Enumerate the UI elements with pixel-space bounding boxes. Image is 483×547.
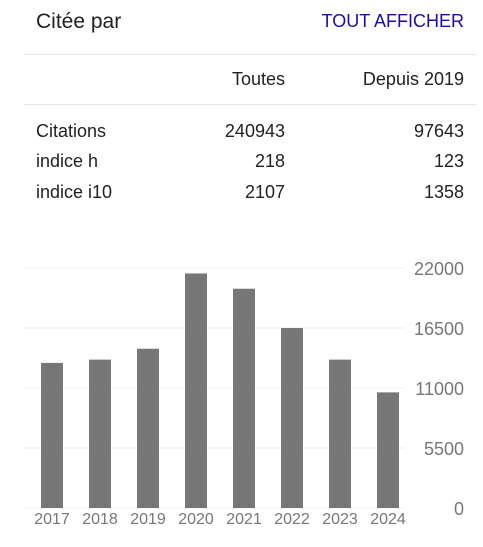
table-header-divider: [24, 104, 476, 105]
stat-value-all: 2107: [244, 182, 285, 202]
column-header-all: Toutes: [231, 69, 285, 89]
x-tick-label: 2023: [322, 511, 358, 528]
stat-label: indice h: [36, 151, 99, 171]
stats-row-citations: Citations 240943 97643: [0, 121, 483, 151]
stat-value-since: 1358: [423, 182, 464, 202]
bar-2024[interactable]: [377, 392, 399, 508]
citations-header: Citée par TOUT AFFICHER: [0, 0, 483, 54]
header-divider: [24, 54, 476, 55]
x-tick-label: 2020: [178, 511, 214, 528]
stats-row-h-index: indice h 218 123: [0, 151, 483, 181]
x-tick-label: 2018: [82, 511, 118, 528]
bar-2019[interactable]: [137, 348, 159, 508]
section-title: Citée par: [36, 10, 122, 33]
bar-2020[interactable]: [185, 273, 207, 508]
y-tick-label: 11000: [415, 379, 464, 399]
x-tick-label: 2024: [370, 511, 406, 528]
x-tick-label: 2021: [226, 511, 262, 528]
x-tick-label: 2019: [130, 511, 166, 528]
stat-value-since: 97643: [413, 121, 464, 141]
bar-2021[interactable]: [233, 288, 255, 508]
stat-label: indice i10: [36, 182, 113, 202]
column-header-since: Depuis 2019: [362, 69, 464, 89]
stats-row-i10-index: indice i10 2107 1358: [0, 182, 483, 212]
y-tick-label: 0: [454, 499, 464, 519]
y-tick-label: 22000: [414, 259, 464, 279]
x-tick-label: 2022: [274, 511, 310, 528]
bar-2022[interactable]: [281, 328, 303, 508]
stat-value-all: 218: [254, 151, 285, 171]
x-tick-label: 2017: [34, 511, 70, 528]
citations-bar-chart: 0 5500 11000 16500 22000 2017 2018 2019 2020 2021…: [24, 259, 464, 528]
view-all-link[interactable]: TOUT AFFICHER: [321, 11, 464, 31]
y-tick-label: 16500: [414, 319, 464, 339]
bar-2023[interactable]: [329, 359, 351, 508]
stat-value-all: 240943: [224, 121, 285, 141]
stat-value-since: 123: [433, 151, 464, 171]
bar-2017[interactable]: [41, 362, 63, 508]
y-tick-label: 5500: [424, 439, 464, 459]
bar-2018[interactable]: [89, 359, 111, 508]
stat-label: Citations: [36, 121, 107, 141]
